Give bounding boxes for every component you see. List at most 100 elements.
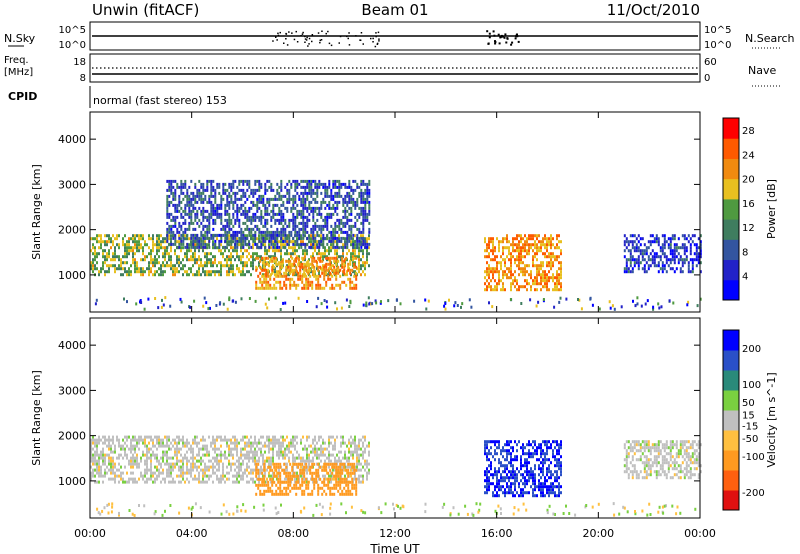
echo-cell	[276, 188, 279, 192]
echo-cell	[510, 267, 512, 271]
echo-cell	[216, 435, 218, 439]
echo-cell	[267, 489, 270, 493]
echo-cell	[234, 447, 236, 451]
echo-cell	[364, 206, 367, 210]
echo-cell	[546, 246, 548, 250]
echo-cell	[302, 212, 305, 216]
echo-cell	[306, 185, 309, 189]
echo-cell	[318, 239, 321, 243]
echo-cell	[281, 480, 284, 484]
echo-cell	[290, 441, 292, 445]
echo-cell	[271, 477, 274, 481]
echo-cell	[263, 468, 266, 472]
echo-cell	[118, 480, 120, 484]
noise-sample	[347, 37, 349, 40]
echo-cell	[341, 265, 344, 269]
echo-cell	[265, 262, 268, 266]
echo-cell	[264, 252, 266, 256]
echo-cell	[314, 197, 317, 201]
echo-cell	[202, 224, 205, 228]
echo-cell	[294, 215, 297, 219]
echo-cell	[546, 282, 548, 286]
echo-cell	[305, 274, 308, 278]
echo-cell	[274, 249, 276, 253]
echo-cell	[275, 462, 278, 466]
echo-cell	[94, 255, 96, 259]
echo-cell	[490, 285, 492, 289]
echo-cell	[518, 255, 520, 259]
echo-cell	[218, 477, 220, 481]
echo-cell	[338, 227, 341, 231]
echo-cell	[176, 267, 178, 271]
echo-cell	[444, 302, 447, 305]
echo-cell	[228, 450, 230, 454]
echo-cell	[316, 243, 318, 247]
echo-cell	[332, 435, 334, 439]
echo-cell	[689, 237, 692, 241]
echo-cell	[216, 212, 219, 216]
echo-cell	[490, 249, 492, 253]
echo-cell	[188, 185, 191, 189]
echo-cell	[214, 441, 216, 445]
echo-cell	[258, 197, 261, 201]
echo-cell	[336, 206, 339, 210]
echo-cell	[514, 270, 516, 274]
echo-cell	[295, 268, 298, 272]
echo-cell	[264, 188, 267, 192]
echo-cell	[96, 240, 98, 244]
echo-cell	[166, 179, 169, 183]
echo-cell	[218, 261, 220, 265]
echo-cell	[494, 246, 496, 250]
echo-cell	[275, 492, 278, 496]
echo-cell	[544, 234, 546, 238]
echo-cell	[176, 453, 178, 457]
echo-cell	[174, 267, 176, 271]
echo-cell	[342, 203, 345, 207]
echo-cell	[265, 271, 268, 275]
echo-cell	[230, 227, 233, 231]
echo-cell	[288, 200, 291, 204]
echo-cell	[522, 255, 524, 259]
echo-cell	[492, 273, 494, 277]
echo-cell	[94, 302, 97, 306]
echo-cell	[306, 230, 309, 234]
echo-cell	[92, 270, 94, 274]
echo-cell	[230, 264, 232, 268]
echo-cell	[174, 480, 176, 484]
echo-cell	[231, 299, 234, 303]
echo-cell	[492, 240, 494, 244]
echo-cell	[124, 480, 126, 484]
echo-cell	[158, 249, 160, 253]
echo-cell	[150, 474, 152, 478]
echo-cell	[368, 471, 370, 475]
echo-cell	[691, 270, 694, 274]
echo-cell	[560, 276, 562, 280]
echo-cell	[318, 206, 321, 210]
echo-cell	[320, 435, 322, 439]
echo-cell	[200, 185, 203, 189]
echo-cell	[168, 194, 171, 198]
echo-cell	[328, 459, 330, 463]
echo-cell	[488, 276, 490, 280]
echo-cell	[316, 182, 319, 186]
echo-cell	[346, 215, 349, 219]
echo-cell	[699, 252, 702, 256]
echo-cell	[194, 435, 196, 439]
echo-cell	[156, 447, 158, 451]
echo-cell	[164, 249, 166, 253]
echo-cell	[172, 224, 175, 228]
echo-cell	[356, 212, 359, 216]
echo-cell	[332, 206, 335, 210]
echo-cell	[172, 191, 175, 195]
echo-cell	[304, 191, 307, 195]
echo-cell	[200, 438, 202, 442]
echo-cell	[289, 277, 292, 281]
echo-cell	[510, 285, 512, 289]
echo-cell	[524, 249, 526, 253]
echo-cell	[268, 239, 271, 243]
echo-cell	[224, 258, 226, 262]
echo-cell	[90, 456, 92, 460]
echo-cell	[326, 477, 328, 481]
echo-cell	[194, 273, 196, 277]
echo-cell	[104, 240, 106, 244]
